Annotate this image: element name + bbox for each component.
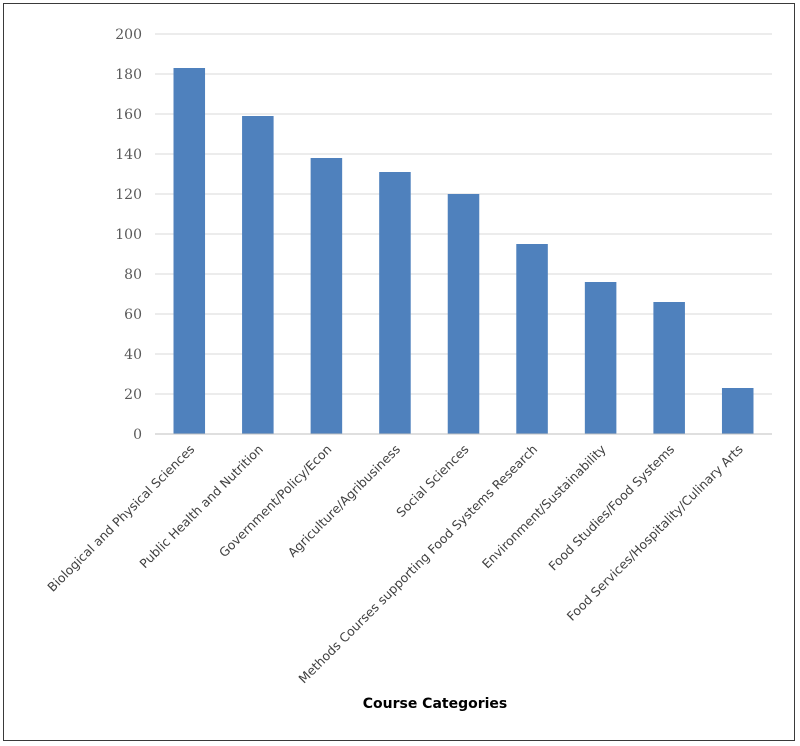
bar — [242, 116, 274, 434]
bar — [721, 388, 754, 434]
x-axis-title: Course Categories — [363, 696, 508, 712]
bar — [653, 302, 685, 434]
bar — [173, 68, 206, 434]
category-label: Biological and Physical Sciences — [44, 442, 197, 595]
category-label: Environment/Sustainability — [479, 441, 609, 571]
bar — [516, 244, 548, 434]
y-tick-label: 20 — [124, 387, 142, 403]
category-label: Public Health and Nutrition — [136, 442, 266, 572]
category-label: Social Sciences — [393, 442, 471, 520]
y-tick-label: 80 — [124, 267, 142, 283]
bar — [310, 158, 343, 434]
y-tick-label: 40 — [124, 347, 142, 363]
bar — [447, 194, 480, 434]
y-tick-label: 0 — [133, 427, 142, 443]
y-tick-label: 100 — [115, 227, 142, 243]
category-label: Agriculture/Agribusiness — [285, 442, 403, 560]
y-tick-label: 60 — [124, 307, 142, 323]
bars — [173, 68, 754, 434]
y-axis-ticks: 0 20 40 60 80 100 120 140 160 180 200 — [115, 27, 142, 443]
category-label: Methods Courses supporting Food Systems … — [295, 442, 540, 687]
y-tick-label: 180 — [115, 67, 142, 83]
bar — [379, 172, 411, 434]
category-label: Government/Policy/Econ — [216, 442, 335, 561]
y-tick-label: 120 — [115, 187, 142, 203]
y-tick-label: 140 — [115, 147, 142, 163]
y-tick-label: 160 — [115, 107, 142, 123]
y-tick-label: 200 — [115, 27, 142, 43]
bar — [584, 282, 617, 434]
category-label: Food Studies/Food Systems — [545, 442, 677, 574]
